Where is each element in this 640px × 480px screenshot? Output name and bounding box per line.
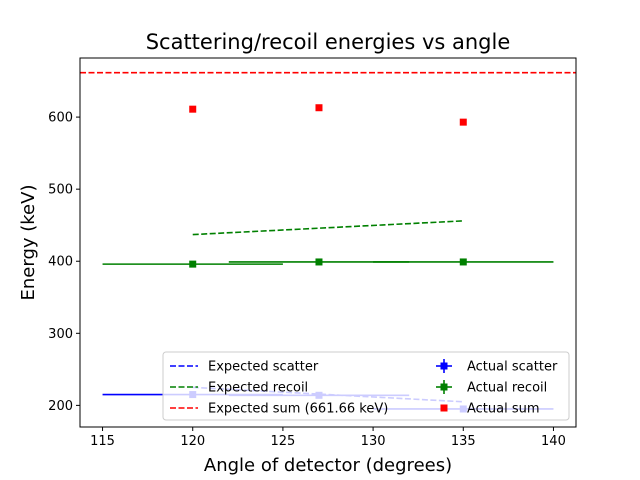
x-tick-label: 120 <box>180 434 205 449</box>
x-axis-label: Angle of detector (degrees) <box>204 455 452 476</box>
legend: Expected scatter Expected recoil Expected … <box>162 351 570 421</box>
legend-label: Expected scatter <box>208 360 319 375</box>
plot-frame <box>79 57 577 428</box>
legend-label: Expected sum (661.66 keV) <box>208 402 388 417</box>
legend-label: Actual sum <box>467 402 540 417</box>
data-point <box>459 118 467 126</box>
legend-label: Expected recoil <box>208 381 308 396</box>
data-point <box>189 105 197 113</box>
expected-line <box>192 220 464 236</box>
y-tick-label: 400 <box>48 255 73 270</box>
legend-marker <box>440 383 448 391</box>
y-tick-label: 500 <box>48 183 73 198</box>
x-tick-label: 125 <box>270 434 295 449</box>
axis-ticks: 115 120 125 130 135 140 200 300 400 500 600 <box>48 111 566 449</box>
legend-marker <box>440 404 448 412</box>
x-tick-label: 115 <box>90 434 115 449</box>
legend-label: Actual scatter <box>467 360 558 375</box>
y-tick-label: 300 <box>48 327 73 342</box>
x-tick-label: 135 <box>451 434 476 449</box>
legend-box <box>162 351 570 421</box>
data-point <box>315 258 323 266</box>
x-tick-label: 140 <box>541 434 566 449</box>
legend-marker <box>440 362 448 370</box>
y-tick-label: 600 <box>48 111 73 126</box>
data-point <box>315 104 323 112</box>
y-axis-label: Energy (keV) <box>18 185 39 301</box>
chart-title: Scattering/recoil energies vs angle <box>146 30 511 54</box>
legend-label: Actual recoil <box>467 381 547 396</box>
data-point <box>459 258 467 266</box>
data-point <box>189 260 197 268</box>
x-tick-label: 130 <box>361 434 386 449</box>
y-tick-label: 200 <box>48 399 73 414</box>
